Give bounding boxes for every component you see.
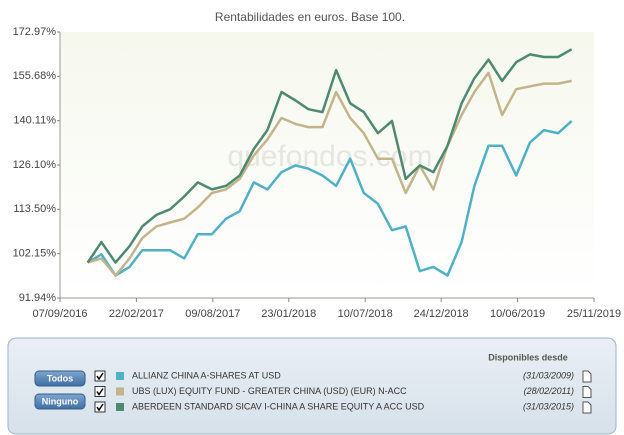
x-tick-label: 07/09/2016 <box>32 308 87 320</box>
x-tick-label: 09/08/2017 <box>185 308 240 320</box>
check-mark[interactable] <box>96 372 104 381</box>
legend-panel <box>7 337 617 435</box>
checkbox[interactable] <box>94 401 106 413</box>
available-date: (28/02/2011) <box>524 386 574 396</box>
button[interactable] <box>34 370 86 387</box>
y-tick-label: 172.97% <box>13 26 57 38</box>
x-tick-label: 25/11/2019 <box>567 308 621 320</box>
checkbox[interactable] <box>94 386 106 397</box>
series-line <box>87 120 573 277</box>
y-tick-label: 113.50% <box>13 203 56 215</box>
series-line <box>87 71 572 277</box>
series-line <box>86 48 573 264</box>
legend-header: Disponibles desde <box>488 352 568 362</box>
y-tick-label: 140.11% <box>13 115 56 127</box>
y-tick-label: 91.94% <box>19 292 57 304</box>
checkbox[interactable] <box>94 370 106 382</box>
legend-swatch <box>116 372 124 380</box>
legend-label: ALLIANZ CHINA A-SHARES AT USD <box>132 370 281 380</box>
document-icon[interactable] <box>582 401 592 414</box>
x-tick-label: 24/12/2018 <box>414 308 469 320</box>
legend-label: UBS (LUX) EQUITY FUND - GREATER CHINA (U… <box>132 386 407 396</box>
x-tick-label: 10/06/2019 <box>490 308 545 320</box>
check-mark[interactable] <box>96 388 104 396</box>
x-tick-label: 23/01/2018 <box>261 308 316 320</box>
legend-swatch <box>116 403 124 411</box>
available-date: (31/03/2015) <box>523 401 574 411</box>
chart-title: Rentabilidades en euros. Base 100. <box>215 10 405 24</box>
y-tick-label: 126.10% <box>13 159 57 171</box>
y-tick-label: 102.15% <box>13 248 57 260</box>
button[interactable] <box>34 393 86 410</box>
x-tick-label: 22/02/2017 <box>109 308 164 320</box>
legend-swatch <box>116 387 124 396</box>
document-icon[interactable] <box>582 386 592 398</box>
check-mark[interactable] <box>96 403 104 412</box>
legend-label: ABERDEEN STANDARD SICAV I-CHINA A SHARE … <box>132 401 425 411</box>
available-date: (31/03/2009) <box>523 370 574 380</box>
document-icon[interactable] <box>582 370 592 383</box>
button-label[interactable]: Ninguno <box>42 396 79 406</box>
y-tick-label: 155.68% <box>13 70 57 82</box>
button-label[interactable]: Todos <box>47 373 73 383</box>
x-tick-label: 10/07/2018 <box>338 308 393 320</box>
